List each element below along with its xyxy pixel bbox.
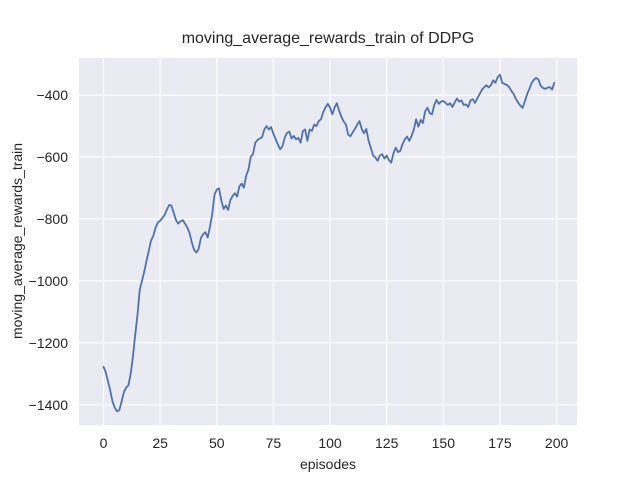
x-axis-label: episodes bbox=[299, 456, 357, 472]
x-tick-label: 125 bbox=[374, 435, 399, 451]
x-tick-label: 175 bbox=[488, 435, 512, 451]
y-tick-label: −600 bbox=[36, 149, 68, 166]
x-tick-label: 100 bbox=[318, 435, 342, 451]
axes-background bbox=[79, 58, 577, 425]
x-tick-label: 0 bbox=[99, 435, 108, 451]
x-tick-label: 150 bbox=[431, 435, 455, 451]
y-axis-label: moving_average_rewards_train bbox=[9, 142, 25, 340]
chart-title: moving_average_rewards_train of DDPG bbox=[181, 30, 475, 47]
y-tick-label: −1000 bbox=[28, 272, 68, 289]
x-tick-label: 200 bbox=[544, 435, 569, 451]
plot-area bbox=[79, 58, 577, 425]
reward-line-series bbox=[102, 73, 556, 413]
y-tick-label: −1400 bbox=[28, 396, 68, 413]
line-chart-svg bbox=[79, 58, 577, 425]
y-tick-label: −800 bbox=[36, 210, 68, 227]
x-tick-label: 25 bbox=[152, 435, 168, 451]
y-tick-label: −400 bbox=[36, 87, 68, 104]
x-tick-label: 50 bbox=[208, 435, 225, 451]
x-tick-label: 75 bbox=[265, 435, 282, 451]
y-tick-label: −1200 bbox=[28, 334, 68, 351]
